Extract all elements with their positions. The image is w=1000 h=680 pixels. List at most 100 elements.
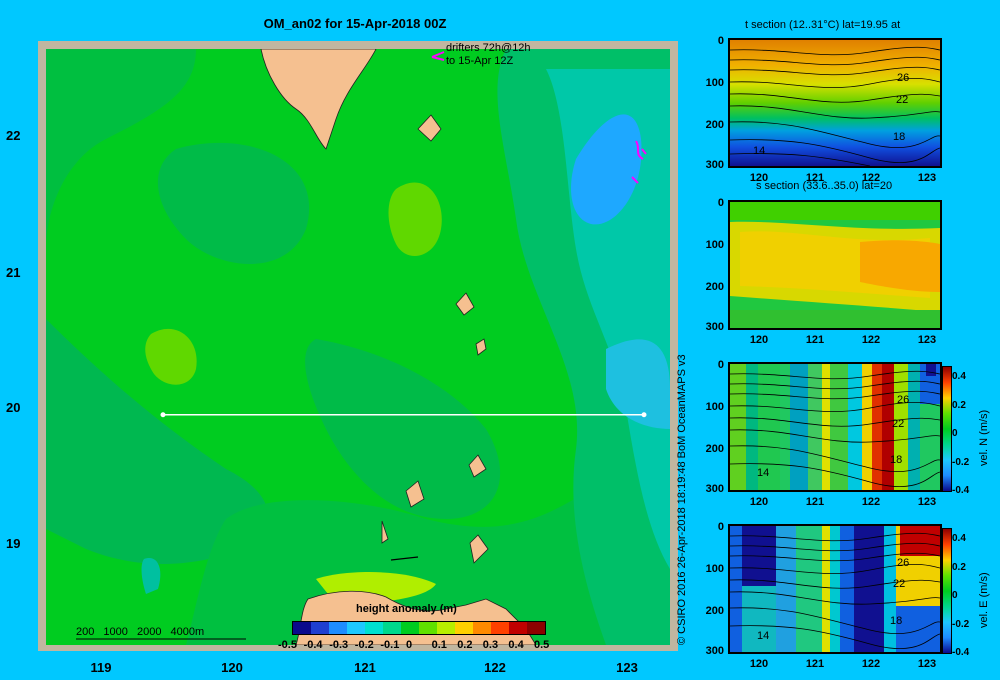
contour-label: 22 — [893, 578, 906, 590]
anomaly-low-center — [571, 114, 642, 225]
isotherm — [730, 532, 940, 649]
colorbar-tick-label: -0.1 — [380, 639, 400, 651]
depth-tick: 0 — [717, 35, 724, 47]
colorbar-swatch — [311, 622, 329, 634]
salinity-section-plot[interactable] — [730, 202, 940, 328]
colorbar-tick: 0 — [952, 428, 958, 439]
anomaly-high-center — [388, 182, 442, 256]
colorbar-tick: -0.4 — [952, 647, 970, 658]
lon-tick-label: 121 — [354, 660, 376, 675]
colorbar-title: height anomaly (m) — [356, 603, 457, 615]
isotherm — [730, 105, 940, 119]
colorbar-swatch — [527, 622, 545, 634]
lon-tick: 122 — [861, 496, 881, 508]
lat-tick-label: 22 — [6, 128, 21, 143]
contour-label: 26 — [897, 72, 910, 84]
isotherm — [730, 77, 940, 88]
colorbar-tick: 0.2 — [952, 400, 966, 411]
panel-1-title: t section (12..31°C) lat=19.95 at — [745, 19, 901, 31]
contour-label: 22 — [892, 418, 905, 430]
depth-tick: 300 — [705, 645, 724, 657]
colorbar-tick-label: 0.1 — [431, 639, 447, 651]
land-island — [405, 480, 425, 508]
lat-tick-label: 19 — [6, 536, 21, 551]
colorbar-swatch — [329, 622, 347, 634]
velocity-east-colorbar — [942, 528, 952, 654]
contour-label: 18 — [893, 131, 906, 143]
depth-tick: 100 — [705, 77, 724, 89]
lon-tick: 123 — [917, 172, 937, 184]
anomaly-region — [305, 339, 501, 519]
lon-tick: 123 — [917, 496, 937, 508]
velocity-east-section-plot[interactable] — [730, 526, 940, 652]
isotherm — [730, 139, 940, 163]
lon-tick-label: 122 — [484, 660, 506, 675]
coastline-segment — [390, 556, 419, 561]
lon-tick-label: 119 — [90, 660, 112, 675]
anomaly-region — [157, 142, 310, 264]
lon-tick: 120 — [749, 496, 769, 508]
depth-tick: 200 — [705, 119, 724, 131]
colorbar-swatch — [365, 622, 383, 634]
velocity-north-colorbar — [942, 366, 952, 492]
colorbar-swatch — [509, 622, 527, 634]
lon-tick: 123 — [917, 658, 937, 670]
contour-label: 26 — [897, 394, 910, 406]
contour-label: 22 — [896, 94, 909, 106]
colorbar-tick-label: 0 — [406, 639, 413, 651]
height-anomaly-map[interactable] — [46, 49, 670, 645]
lon-tick: 121 — [805, 172, 825, 184]
temperature-section-plot[interactable] — [730, 40, 940, 166]
panel-2-title: s section (33.6..35.0) lat=20 — [756, 180, 893, 192]
land-island — [469, 534, 489, 564]
colorbar-tick-label: -0.2 — [354, 639, 374, 651]
land-island — [417, 114, 442, 142]
colorbar-tick: -0.2 — [952, 457, 970, 468]
credit-text: © CSIRO 2016 26-Apr-2018 18:19:48 BoM Oc… — [676, 354, 688, 645]
colorbar-tick-label: -0.5 — [278, 639, 297, 651]
anomaly-high-center — [145, 328, 197, 385]
depth-tick: 300 — [705, 483, 724, 495]
isotherm — [730, 56, 940, 66]
colorbar-tick: 0.4 — [952, 371, 966, 382]
section-line-end-marker — [641, 412, 647, 418]
lon-tick: 122 — [861, 172, 881, 184]
colorbar-tick-label: 0.5 — [534, 639, 550, 651]
depth-tick: 100 — [705, 239, 724, 251]
drifter-track — [631, 140, 647, 184]
drifter-note-line2: to 15-Apr 12Z — [446, 55, 514, 67]
map-title: OM_an02 for 15-Apr-2018 00Z — [263, 16, 447, 31]
isotherm — [730, 153, 871, 166]
contour-label: 18 — [890, 454, 903, 466]
colorbar-tick-label: 0.2 — [457, 639, 473, 651]
colorbar-swatch — [383, 622, 401, 634]
colorbar-swatch — [419, 622, 437, 634]
colorbar-tick: 0.4 — [952, 533, 966, 544]
colorbar-swatch — [401, 622, 419, 634]
lon-tick: 120 — [749, 334, 769, 346]
land-taiwan — [260, 49, 377, 150]
depth-tick: 0 — [717, 359, 724, 371]
lat-tick-label: 20 — [6, 400, 21, 415]
velocity-north-section-plot[interactable] — [730, 364, 940, 490]
colorbar-swatch — [455, 622, 473, 634]
lat-tick-label: 21 — [6, 265, 21, 280]
depth-tick: 100 — [705, 563, 724, 575]
drifter-track — [431, 51, 445, 61]
anomaly-region — [46, 49, 196, 249]
depth-tick: 200 — [705, 281, 724, 293]
colorbar-tick: -0.2 — [952, 619, 970, 630]
isotherm — [730, 370, 940, 487]
colorbar-swatch — [473, 622, 491, 634]
colorbar-tick-label: 0.3 — [482, 639, 499, 651]
depth-tick: 0 — [717, 521, 724, 533]
isotherm — [730, 93, 940, 103]
depth-tick: 100 — [705, 401, 724, 413]
contour-label: 14 — [753, 145, 766, 157]
depth-tick: 200 — [705, 605, 724, 617]
contour-label: 18 — [890, 615, 903, 627]
height-anomaly-colorbar — [292, 621, 546, 635]
colorbar-swatch — [293, 622, 311, 634]
colorbar-tick-label: 0.4 — [508, 639, 524, 651]
isotherm — [730, 121, 940, 148]
